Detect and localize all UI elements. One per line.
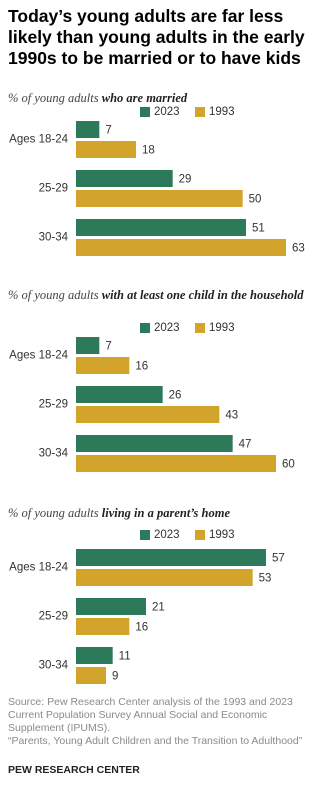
category-label: 30-34 (39, 232, 69, 244)
category-label: Ages 18-24 (9, 562, 68, 574)
value-label: 60 (282, 459, 295, 471)
source: Source: Pew Research Center analysis of … (8, 696, 306, 748)
value-label: 53 (259, 573, 272, 585)
legend-swatch (140, 530, 150, 540)
subtitle-emphasis: who are married (101, 91, 188, 105)
legend-swatch (140, 107, 150, 117)
bar (76, 455, 276, 472)
category-label: 30-34 (39, 660, 69, 672)
bar (76, 569, 253, 586)
category-label: 30-34 (39, 448, 69, 460)
value-label: 63 (292, 243, 305, 255)
value-label: 50 (249, 194, 262, 206)
value-label: 7 (105, 341, 111, 353)
bar (76, 141, 136, 158)
bar (76, 190, 243, 207)
legend-label: 1993 (209, 529, 235, 541)
legend-swatch (195, 107, 205, 117)
bar (76, 121, 100, 138)
legend-label: 1993 (209, 322, 235, 334)
value-label: 7 (105, 125, 111, 137)
value-label: 9 (112, 671, 118, 683)
brand: PEW RESEARCH CENTER (8, 764, 140, 776)
bar (76, 357, 130, 374)
legend-label: 2023 (154, 106, 180, 118)
category-label: 25-29 (39, 611, 68, 623)
source-note: “Parents, Young Adult Children and the T… (8, 735, 303, 747)
legend-swatch (140, 323, 150, 333)
subtitle-emphasis: living in a parent’s home (101, 506, 231, 520)
value-label: 29 (179, 174, 192, 186)
value-label: 43 (225, 410, 238, 422)
value-label: 18 (142, 145, 155, 157)
title: Today’s young adults are far less likely… (8, 6, 305, 68)
legend-swatch (195, 530, 205, 540)
category-label: 25-29 (39, 399, 68, 411)
subtitle-emphasis: with at least one child in the household (101, 288, 304, 302)
category-label: Ages 18-24 (9, 134, 68, 146)
bar (76, 618, 130, 635)
bar (76, 598, 146, 615)
subtitle: % of young adults with at least one chil… (8, 287, 304, 304)
source-note: Source: Pew Research Center analysis of … (8, 696, 293, 734)
bar (76, 170, 173, 187)
value-label: 21 (152, 602, 165, 614)
value-label: 16 (135, 361, 148, 373)
subtitle-lead: % of young adults (8, 91, 99, 105)
page: Today’s young adults are far less likely… (8, 6, 306, 776)
legend-label: 2023 (154, 529, 180, 541)
legend-label: 2023 (154, 322, 180, 334)
value-label: 57 (272, 553, 285, 565)
charts: 2023 1993 Ages 18-24 7 18 25-29 29 50 30-34 51 63 2… (9, 106, 305, 684)
legend-swatch (195, 323, 205, 333)
value-label: 16 (135, 622, 148, 634)
value-label: 26 (169, 390, 182, 402)
category-label: 25-29 (39, 183, 68, 195)
bar (76, 549, 266, 566)
value-label: 47 (239, 439, 252, 451)
bar (76, 406, 220, 423)
value-label: 11 (119, 651, 131, 663)
value-label: 51 (252, 223, 265, 235)
category-label: Ages 18-24 (9, 350, 68, 362)
bar (76, 239, 286, 256)
subtitle-lead: % of young adults (8, 506, 99, 520)
legend-label: 1993 (209, 106, 235, 118)
subtitle: % of young adults living in a parent’s h… (8, 505, 304, 522)
bar (76, 337, 100, 354)
subtitle-lead: % of young adults (8, 288, 99, 302)
bar (76, 219, 246, 236)
bar (76, 667, 106, 684)
subtitle: % of young adults who are married (8, 90, 304, 107)
bar (76, 386, 163, 403)
bar (76, 647, 113, 664)
bar (76, 435, 233, 452)
